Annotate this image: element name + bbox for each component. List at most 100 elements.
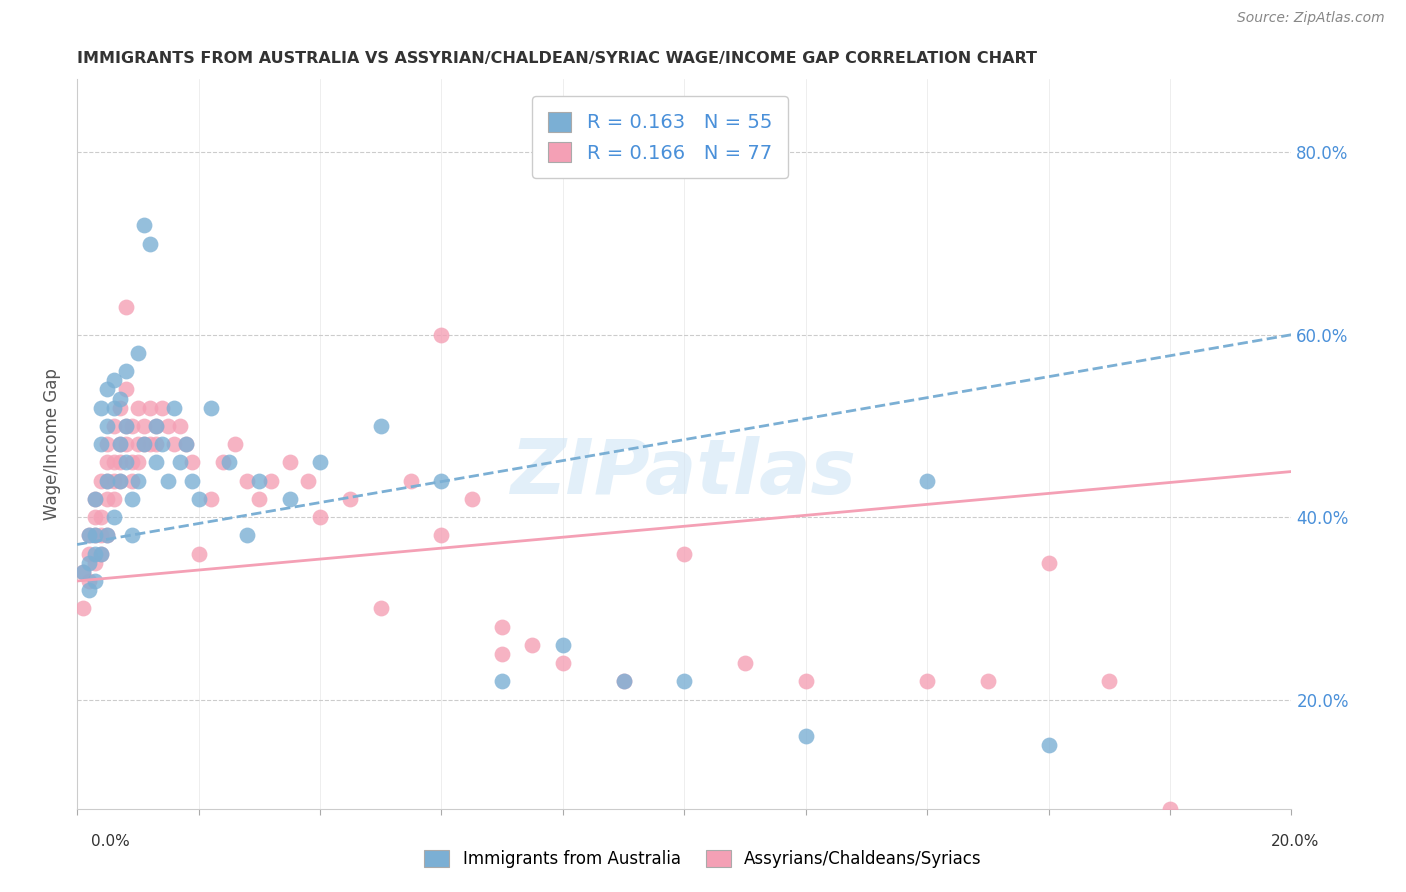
Point <box>121 455 143 469</box>
Point <box>163 437 186 451</box>
Point <box>103 510 125 524</box>
Point <box>260 474 283 488</box>
Point <box>90 510 112 524</box>
Point <box>181 474 204 488</box>
Point <box>108 474 131 488</box>
Point <box>247 491 270 506</box>
Point <box>157 474 180 488</box>
Point <box>84 491 107 506</box>
Point <box>145 455 167 469</box>
Point <box>145 419 167 434</box>
Text: ZIPatlas: ZIPatlas <box>512 436 858 510</box>
Point <box>96 491 118 506</box>
Point <box>114 419 136 434</box>
Point <box>461 491 484 506</box>
Point <box>491 674 513 689</box>
Point <box>370 419 392 434</box>
Point <box>96 528 118 542</box>
Point <box>90 547 112 561</box>
Point <box>612 674 634 689</box>
Point <box>72 565 94 579</box>
Point <box>163 401 186 415</box>
Point <box>132 419 155 434</box>
Point <box>187 491 209 506</box>
Point <box>127 474 149 488</box>
Point <box>96 528 118 542</box>
Point <box>121 474 143 488</box>
Point <box>915 474 938 488</box>
Point <box>139 236 162 251</box>
Point <box>127 455 149 469</box>
Point <box>108 474 131 488</box>
Point <box>77 556 100 570</box>
Point <box>103 401 125 415</box>
Point <box>96 437 118 451</box>
Legend: R = 0.163   N = 55, R = 0.166   N = 77: R = 0.163 N = 55, R = 0.166 N = 77 <box>533 96 787 178</box>
Point <box>84 491 107 506</box>
Point <box>309 510 332 524</box>
Point <box>108 392 131 406</box>
Point <box>673 674 696 689</box>
Point <box>132 437 155 451</box>
Point <box>77 574 100 588</box>
Point <box>108 455 131 469</box>
Point <box>278 491 301 506</box>
Point <box>96 383 118 397</box>
Point <box>121 419 143 434</box>
Point <box>236 474 259 488</box>
Point <box>114 437 136 451</box>
Point <box>1038 556 1060 570</box>
Point <box>84 528 107 542</box>
Text: 0.0%: 0.0% <box>91 834 131 848</box>
Point <box>430 327 453 342</box>
Point <box>522 638 544 652</box>
Point <box>139 401 162 415</box>
Point <box>132 219 155 233</box>
Point <box>127 437 149 451</box>
Point <box>84 547 107 561</box>
Point <box>103 419 125 434</box>
Point <box>96 419 118 434</box>
Point <box>176 437 198 451</box>
Point <box>96 474 118 488</box>
Point <box>236 528 259 542</box>
Point <box>794 729 817 743</box>
Point <box>551 638 574 652</box>
Point <box>90 528 112 542</box>
Point <box>77 547 100 561</box>
Text: 20.0%: 20.0% <box>1271 834 1319 848</box>
Text: Source: ZipAtlas.com: Source: ZipAtlas.com <box>1237 12 1385 25</box>
Point <box>150 401 173 415</box>
Point <box>103 373 125 387</box>
Point <box>114 383 136 397</box>
Point <box>399 474 422 488</box>
Point <box>90 474 112 488</box>
Point <box>370 601 392 615</box>
Point <box>150 437 173 451</box>
Point <box>200 491 222 506</box>
Point <box>430 528 453 542</box>
Point <box>84 510 107 524</box>
Point <box>114 301 136 315</box>
Point <box>247 474 270 488</box>
Point <box>84 556 107 570</box>
Point <box>77 528 100 542</box>
Point <box>551 656 574 670</box>
Point <box>1038 738 1060 752</box>
Point <box>96 474 118 488</box>
Point <box>491 619 513 633</box>
Point <box>108 401 131 415</box>
Point <box>103 491 125 506</box>
Point <box>90 437 112 451</box>
Y-axis label: Wage/Income Gap: Wage/Income Gap <box>44 368 60 520</box>
Point <box>211 455 233 469</box>
Point <box>915 674 938 689</box>
Point <box>200 401 222 415</box>
Point <box>278 455 301 469</box>
Point <box>145 419 167 434</box>
Point <box>187 547 209 561</box>
Point <box>297 474 319 488</box>
Point <box>114 364 136 378</box>
Point <box>309 455 332 469</box>
Point <box>114 455 136 469</box>
